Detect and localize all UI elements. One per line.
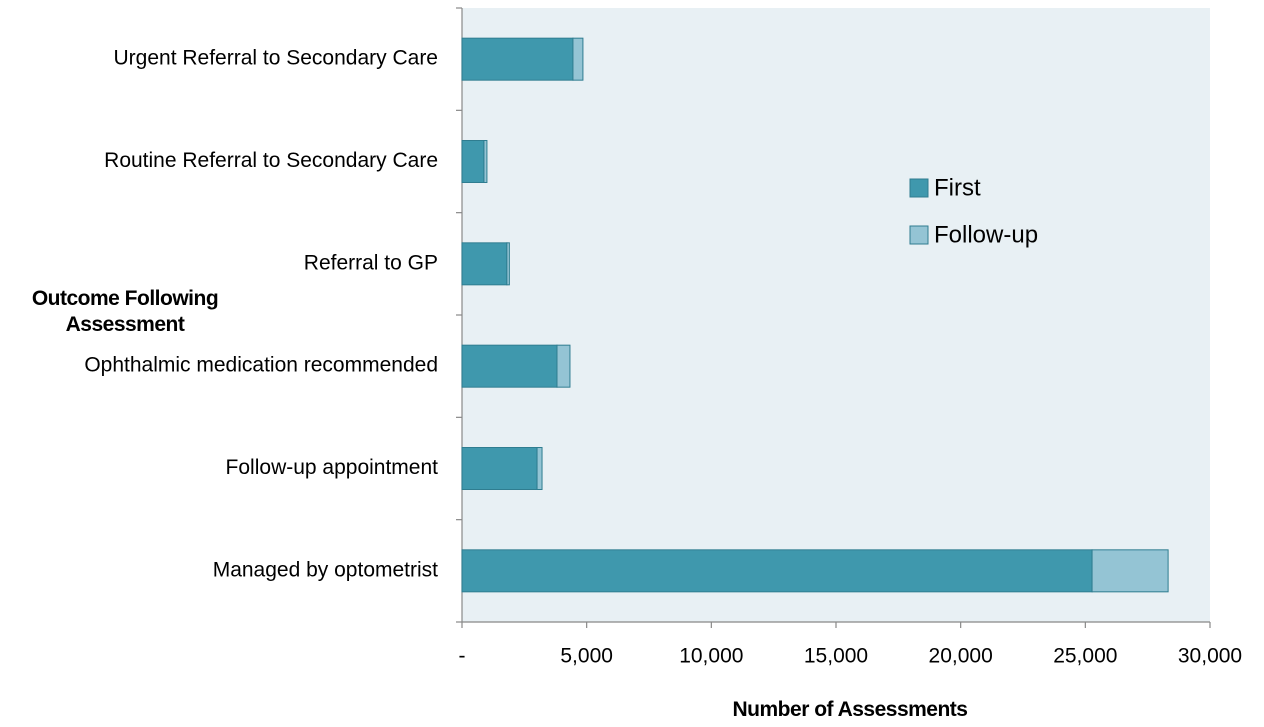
bar-segment xyxy=(461,140,485,183)
legend-label: First xyxy=(934,174,981,201)
bar-segment xyxy=(483,140,488,183)
x-tick-label: - xyxy=(459,645,466,668)
y-tick-label: Managed by optometrist xyxy=(213,558,438,581)
bar-segment xyxy=(461,242,508,286)
legend-swatch xyxy=(909,178,929,198)
y-tick-label: Referral to GP xyxy=(304,251,438,274)
bar-segment xyxy=(461,37,574,81)
x-tick-label: 25,000 xyxy=(1053,645,1117,668)
bar-segment xyxy=(461,549,1093,593)
plot-area xyxy=(462,8,1210,622)
x-tick-label: 5,000 xyxy=(560,645,613,668)
x-tick-label: 15,000 xyxy=(804,645,868,668)
y-tick-label: Follow-up appointment xyxy=(226,456,439,479)
y-tick-label: Ophthalmic medication recommended xyxy=(84,354,438,377)
legend-swatch xyxy=(909,225,929,245)
x-tick-label: 10,000 xyxy=(679,645,743,668)
x-axis-title: Number of Assessments xyxy=(732,698,968,721)
bar-segment xyxy=(506,242,510,286)
bar-segment xyxy=(1091,549,1169,593)
bar-segment xyxy=(461,447,538,490)
bar-segment xyxy=(572,37,584,81)
bar-segment xyxy=(536,447,543,490)
y-tick-label: Urgent Referral to Secondary Care xyxy=(114,47,439,70)
x-tick-label: 20,000 xyxy=(929,645,993,668)
y-tick-label: Routine Referral to Secondary Care xyxy=(104,149,438,172)
x-tick-label: 30,000 xyxy=(1178,645,1242,668)
bar-segment xyxy=(461,344,558,388)
legend-label: Follow-up xyxy=(934,221,1038,248)
bar-segment xyxy=(556,344,571,388)
y-axis-title: Outcome Following Assessment xyxy=(31,287,219,336)
